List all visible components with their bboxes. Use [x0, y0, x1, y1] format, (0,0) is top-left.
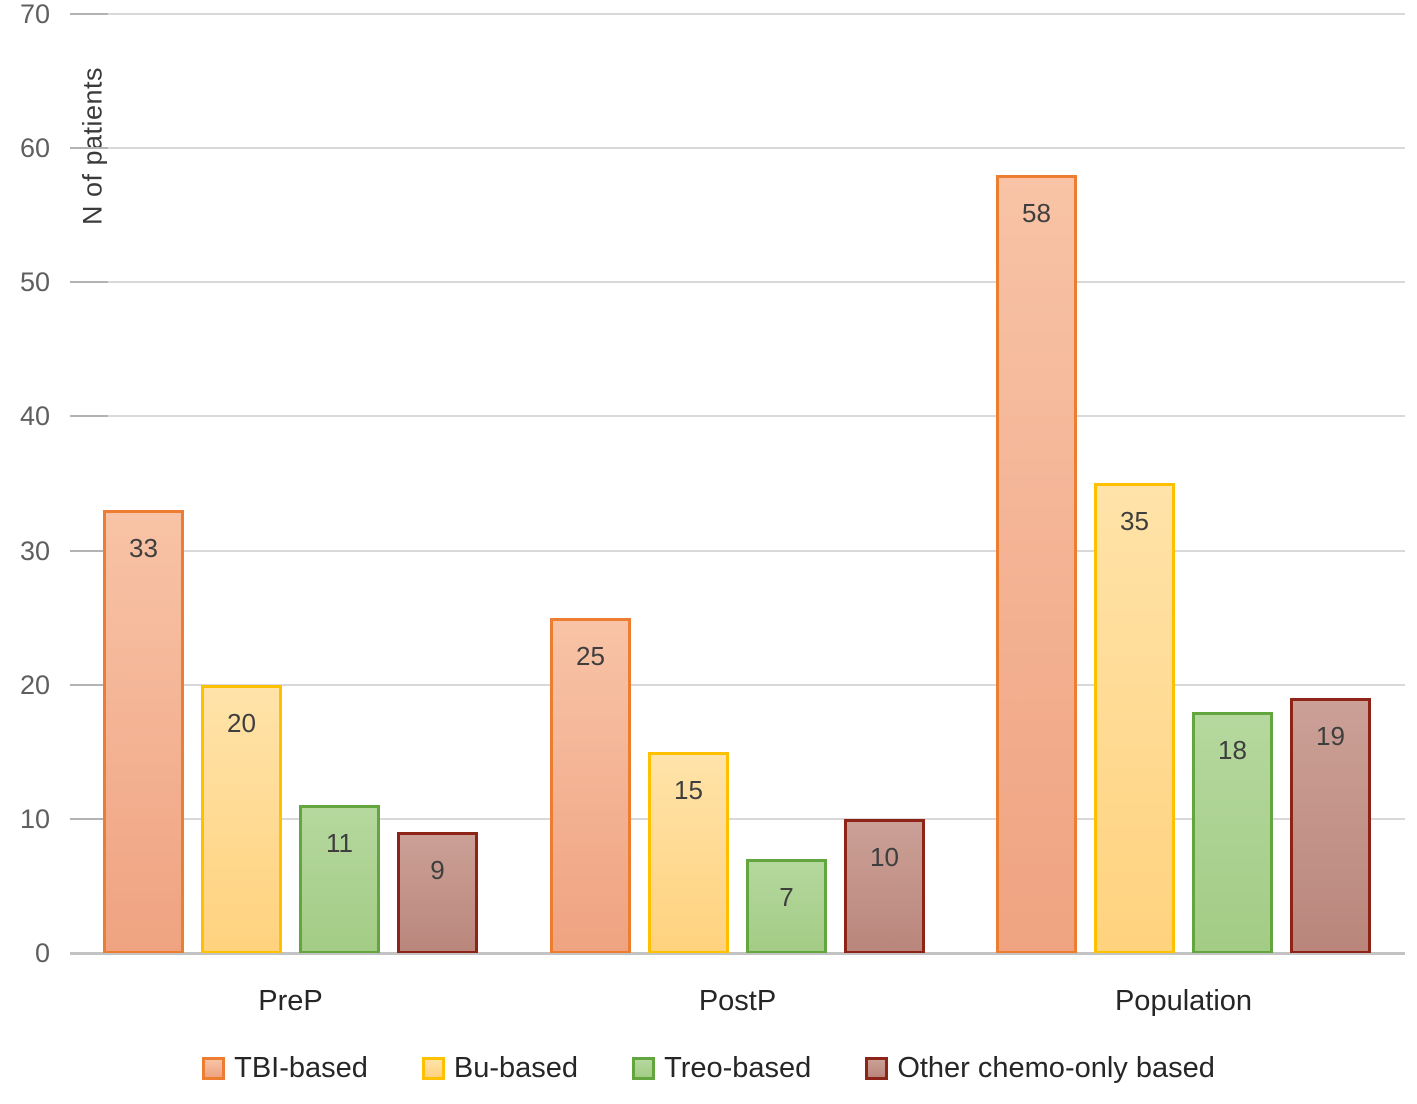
bar-group-postp: 25 15 7 10: [550, 618, 925, 953]
bar-value-label: 58: [1022, 198, 1051, 228]
legend-swatch-icon: [632, 1057, 656, 1080]
y-tick-label-10: 10: [19, 804, 50, 834]
bar-value-label: 33: [129, 533, 158, 563]
x-category-label-population: Population: [1114, 985, 1253, 1017]
bar-group-population: 58 35 18 19: [996, 175, 1371, 953]
y-tick-label-30: 30: [19, 536, 50, 566]
bar-treo-based-prep: 11: [299, 805, 380, 953]
bar-value-label: 35: [1120, 506, 1149, 536]
bar-value-label: 9: [430, 855, 445, 885]
gridline-30: [70, 550, 1405, 552]
bar-bu-based-population: 35: [1094, 483, 1175, 953]
legend-item-other-chemo-only-based: Other chemo-only based: [865, 1052, 1215, 1085]
legend-swatch-icon: [202, 1057, 226, 1080]
x-axis-line: [70, 952, 1405, 955]
x-category-label-postp: PostP: [698, 985, 777, 1017]
bar-value-label: 7: [779, 882, 794, 912]
bar-treo-based-postp: 7: [746, 859, 827, 953]
tick-mark-20: [70, 684, 108, 686]
bar-value-label: 15: [674, 775, 703, 805]
y-tick-label-50: 50: [19, 267, 50, 297]
legend-swatch-icon: [421, 1057, 445, 1080]
tick-mark-10: [70, 818, 108, 820]
bar-tbi-based-population: 58: [996, 175, 1077, 953]
legend-label: TBI-based: [234, 1052, 368, 1084]
tick-mark-30: [70, 550, 108, 552]
tick-mark-40: [70, 415, 108, 417]
tick-mark-70: [70, 13, 108, 15]
bar-other-chemo-only-based-prep: 9: [397, 832, 478, 953]
gridline-70: [70, 13, 1405, 15]
bar-tbi-based-postp: 25: [550, 618, 631, 953]
legend-label: Treo-based: [664, 1052, 812, 1084]
y-tick-label-40: 40: [19, 401, 50, 431]
gridline-20: [70, 684, 1405, 686]
plot-area: 33 20 11 9 25 15 7 10 58 35 18 19: [70, 13, 1405, 955]
bar-bu-based-prep: 20: [201, 685, 282, 953]
y-tick-label-0: 0: [34, 938, 50, 968]
tick-mark-50: [70, 281, 108, 283]
y-tick-label-60: 60: [19, 133, 50, 163]
legend-swatch-icon: [865, 1057, 889, 1080]
bar-tbi-based-prep: 33: [103, 510, 184, 953]
gridline-50: [70, 281, 1405, 283]
legend-item-treo-based: Treo-based: [632, 1052, 811, 1085]
bar-value-label: 20: [227, 708, 256, 738]
tick-mark-60: [70, 147, 108, 149]
bar-value-label: 10: [870, 842, 899, 872]
y-tick-label-20: 20: [19, 670, 50, 700]
legend-label: Bu-based: [453, 1052, 579, 1084]
gridline-60: [70, 147, 1405, 149]
bar-value-label: 25: [576, 641, 605, 671]
bar-value-label: 11: [326, 828, 353, 858]
legend: TBI-based Bu-based Treo-based Other chemo-o…: [0, 1052, 1417, 1085]
x-category-label-prep: PreP: [258, 985, 323, 1017]
bar-group-prep: 33 20 11 9: [103, 510, 478, 953]
gridline-40: [70, 415, 1405, 417]
legend-label: Other chemo-only based: [897, 1052, 1215, 1084]
legend-item-bu-based: Bu-based: [421, 1052, 579, 1085]
bar-other-chemo-only-based-population: 19: [1290, 698, 1371, 953]
legend-item-tbi-based: TBI-based: [202, 1052, 368, 1085]
bar-other-chemo-only-based-postp: 10: [844, 819, 925, 953]
bar-value-label: 19: [1316, 721, 1345, 751]
gridline-10: [70, 818, 1405, 820]
bar-value-label: 18: [1218, 735, 1247, 765]
bar-bu-based-postp: 15: [648, 752, 729, 953]
bar-treo-based-population: 18: [1192, 712, 1273, 953]
y-tick-label-70: 70: [19, 0, 50, 29]
